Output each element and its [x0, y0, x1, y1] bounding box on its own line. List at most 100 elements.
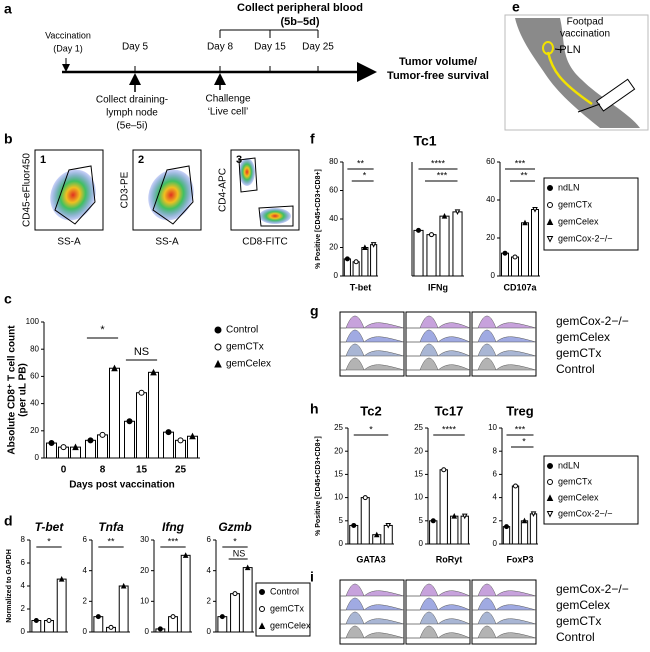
timeline-text: Vaccination	[45, 30, 91, 40]
histogram-ridge	[340, 329, 405, 343]
histogram-ridge	[406, 583, 471, 597]
marker	[99, 431, 106, 438]
flow-xlabel: SS-A	[57, 237, 81, 248]
histogram-ridge	[340, 357, 405, 371]
marker	[351, 522, 357, 528]
histogram-legend: gemCelex	[556, 330, 610, 344]
panel-letter: b	[4, 131, 13, 147]
marker	[126, 418, 133, 425]
y-tick-label: 15	[334, 470, 343, 479]
marker	[58, 575, 65, 582]
marker	[370, 242, 377, 248]
marker	[87, 437, 94, 444]
x-tick-label: 15	[136, 465, 148, 476]
histogram-legend: gemCTx	[556, 346, 601, 360]
bar	[148, 371, 159, 459]
marker	[219, 614, 225, 620]
histogram-ridge	[472, 583, 537, 597]
y-tick-label: 0	[493, 539, 498, 548]
pointer	[554, 48, 563, 51]
bar	[124, 420, 135, 459]
panel-title: Tc2	[360, 403, 381, 418]
histogram-ridge	[340, 611, 405, 625]
marker	[512, 254, 518, 260]
chart-title: Tc1	[413, 133, 436, 149]
flow-density	[239, 158, 255, 186]
marker	[547, 202, 553, 208]
y-tick-label: 60	[30, 372, 39, 381]
bar	[187, 435, 198, 459]
flow-density	[50, 169, 96, 221]
y-tick-label: 25	[414, 423, 423, 432]
legend-label: ndLN	[558, 182, 580, 192]
bar	[450, 515, 459, 545]
bar	[452, 211, 463, 277]
legend-label: gemCox-2−/−	[558, 233, 613, 243]
y-tick-label: 60	[329, 186, 338, 195]
significance: *	[522, 436, 526, 446]
bar	[439, 469, 448, 545]
y-tick-label: 2	[83, 596, 88, 605]
bar	[529, 513, 538, 545]
panel-title: Gzmb	[218, 520, 251, 534]
y-tick-label: 0	[419, 539, 424, 548]
y-tick-label: 30	[140, 535, 149, 544]
flow-xlabel: SS-A	[155, 237, 179, 248]
marker	[258, 622, 266, 629]
x-category-label: CD107a	[503, 282, 537, 292]
marker	[344, 256, 350, 262]
node-label: PLN	[559, 44, 580, 56]
y-tick-label: 40	[486, 195, 495, 204]
marker	[150, 368, 157, 376]
x-category-label: IFNg	[428, 282, 448, 292]
marker	[441, 467, 447, 473]
flow-ylabel: CD3-PE	[120, 171, 131, 208]
marker	[165, 429, 172, 436]
panel-title: Ifng	[162, 520, 185, 534]
marker	[72, 443, 79, 451]
marker	[60, 444, 67, 451]
bar	[97, 434, 108, 459]
bar	[230, 593, 240, 633]
histogram-legend: gemCox-2−/−	[556, 582, 629, 596]
gate	[54, 165, 96, 225]
histogram-ridge	[406, 597, 471, 611]
significance: **	[520, 170, 528, 180]
gate-number: 2	[138, 154, 144, 166]
histogram-ridge	[406, 329, 471, 343]
legend-box	[543, 177, 639, 251]
marker	[362, 495, 368, 501]
panel-letter: g	[310, 303, 319, 319]
legend-label: gemCTx	[558, 199, 593, 209]
x-category-label: FoxP3	[506, 554, 533, 564]
histogram-ridge	[472, 329, 537, 343]
panel-title: Tnfa	[98, 520, 124, 534]
bar	[501, 252, 509, 277]
flow-density	[148, 169, 194, 221]
y-tick-label: 25	[334, 423, 343, 432]
x-category-label: GATA3	[356, 554, 385, 564]
marker	[430, 518, 436, 524]
marker	[120, 582, 127, 589]
histogram-legend: Control	[556, 630, 595, 644]
marker	[214, 359, 222, 368]
marker	[182, 552, 189, 558]
y-tick-label: 80	[329, 157, 338, 166]
histogram-ridge	[472, 315, 537, 329]
marker	[108, 624, 114, 630]
lymph-text: Collect draining-	[96, 95, 168, 106]
significance: NS	[233, 548, 246, 558]
bar	[349, 524, 359, 545]
bar	[520, 520, 529, 545]
outcome-text: Tumor volume/	[399, 56, 477, 68]
bar	[136, 392, 147, 459]
marker	[214, 326, 222, 334]
legend-label: Control	[226, 325, 258, 336]
histogram-ridge	[472, 597, 537, 611]
legend-label: gemCTx	[226, 342, 264, 353]
marker	[454, 209, 461, 215]
marker	[353, 259, 359, 265]
legend-label: gemCelex	[558, 216, 599, 226]
histogram-ridge	[472, 611, 537, 625]
